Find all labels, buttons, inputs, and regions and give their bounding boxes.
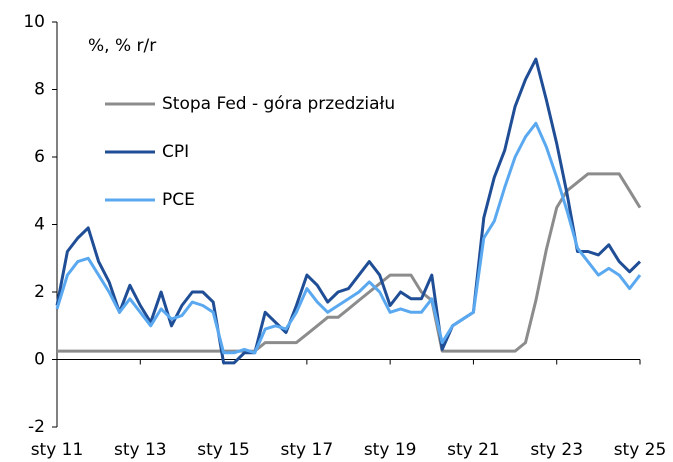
y-tick-label: 10 [23,12,45,32]
y-tick-label: 6 [34,147,45,167]
series-line [55,57,642,365]
legend-label: Stopa Fed - góra przedziału [162,94,395,114]
x-tick-label: sty 23 [530,440,583,460]
y-tick-label: 0 [34,350,45,370]
y-tick-label: -2 [28,417,45,437]
x-tick-label: sty 19 [364,440,417,460]
y-tick-label: 2 [34,282,45,302]
y-tick-label: 8 [34,80,45,100]
x-tick-label: sty 11 [31,440,84,460]
y-tick-label: 4 [34,215,45,235]
series-line [55,121,642,355]
x-tick-label: sty 21 [447,440,500,460]
unit-label: %, % r/r [88,36,156,56]
legend-label: PCE [162,190,195,210]
series-line [57,172,642,353]
x-tick-label: sty 25 [614,440,667,460]
x-tick-label: sty 15 [197,440,250,460]
legend-label: CPI [162,142,189,162]
x-tick-label: sty 17 [281,440,334,460]
x-tick-label: sty 13 [114,440,167,460]
